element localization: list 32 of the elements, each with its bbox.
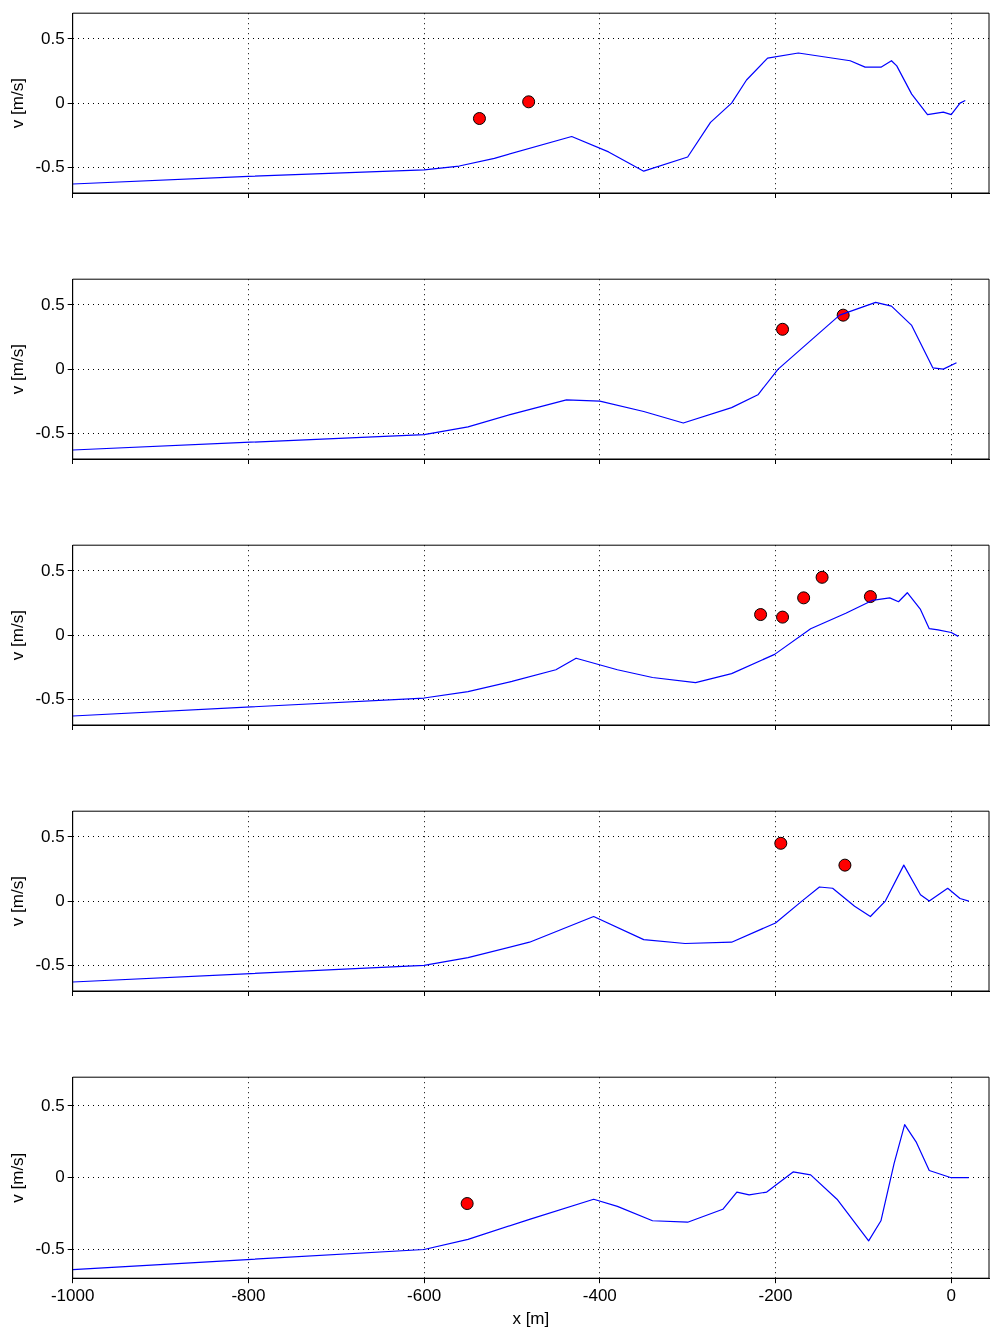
y-tick-label: -0.5 [35,1239,65,1259]
y-tick-label: -0.5 [35,423,65,442]
y-tick-label: -0.5 [35,689,65,708]
y-tick-label: 0.5 [41,28,65,48]
point [863,590,877,604]
point [797,591,811,605]
point [815,570,829,584]
x-tick-label: -600 [407,1286,442,1306]
y-axis-title: v [m/s] [7,1152,27,1203]
y-axis-title: v [m/s] [7,610,27,661]
y-tick-label: 0 [55,624,65,644]
y-tick-label: 0.5 [41,826,65,846]
y-tick-label: 0 [55,92,65,112]
x-tick-label: -200 [758,1286,793,1306]
x-axis-title: x [m] [512,1309,550,1329]
point [754,608,768,622]
x-tick-label: -1000 [50,1286,95,1306]
y-tick-label: 0.5 [41,1095,65,1115]
y-tick-label: 0 [55,1167,65,1187]
y-tick-label: 0 [55,890,65,910]
y-axis-title: v [m/s] [7,876,27,927]
y-axis-title: v [m/s] [7,78,27,129]
y-tick-label: -0.5 [35,157,65,176]
y-axis-title: v [m/s] [7,344,27,395]
y-tick-label: 0.5 [41,560,65,580]
point [776,610,790,624]
x-tick-label: -800 [231,1286,266,1306]
y-tick-label: 0 [55,358,65,378]
y-tick-label: -0.5 [35,955,65,974]
x-tick-label: -400 [582,1286,617,1306]
x-tick-label: 0 [946,1286,956,1306]
y-tick-label: 0.5 [41,294,65,314]
